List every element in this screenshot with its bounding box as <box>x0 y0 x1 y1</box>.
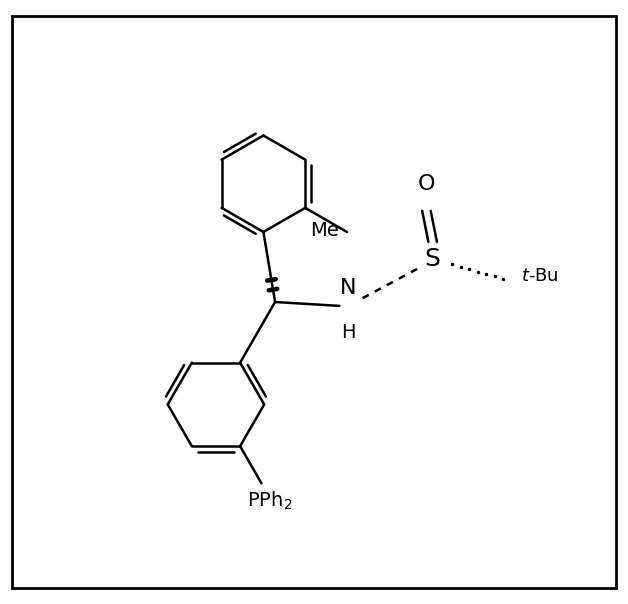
Text: S: S <box>425 247 441 271</box>
Text: PPh$_2$: PPh$_2$ <box>247 489 292 512</box>
Text: O: O <box>418 174 435 194</box>
Text: H: H <box>342 323 356 342</box>
Text: Me: Me <box>310 221 339 240</box>
Text: $t$-Bu: $t$-Bu <box>521 268 558 285</box>
Text: N: N <box>340 278 357 298</box>
